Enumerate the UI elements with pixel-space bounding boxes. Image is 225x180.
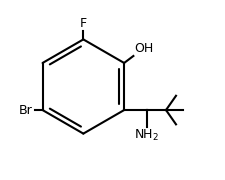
Text: Br: Br — [19, 103, 33, 117]
Text: F: F — [79, 17, 87, 30]
Text: NH$_2$: NH$_2$ — [134, 128, 159, 143]
Text: OH: OH — [134, 42, 153, 55]
